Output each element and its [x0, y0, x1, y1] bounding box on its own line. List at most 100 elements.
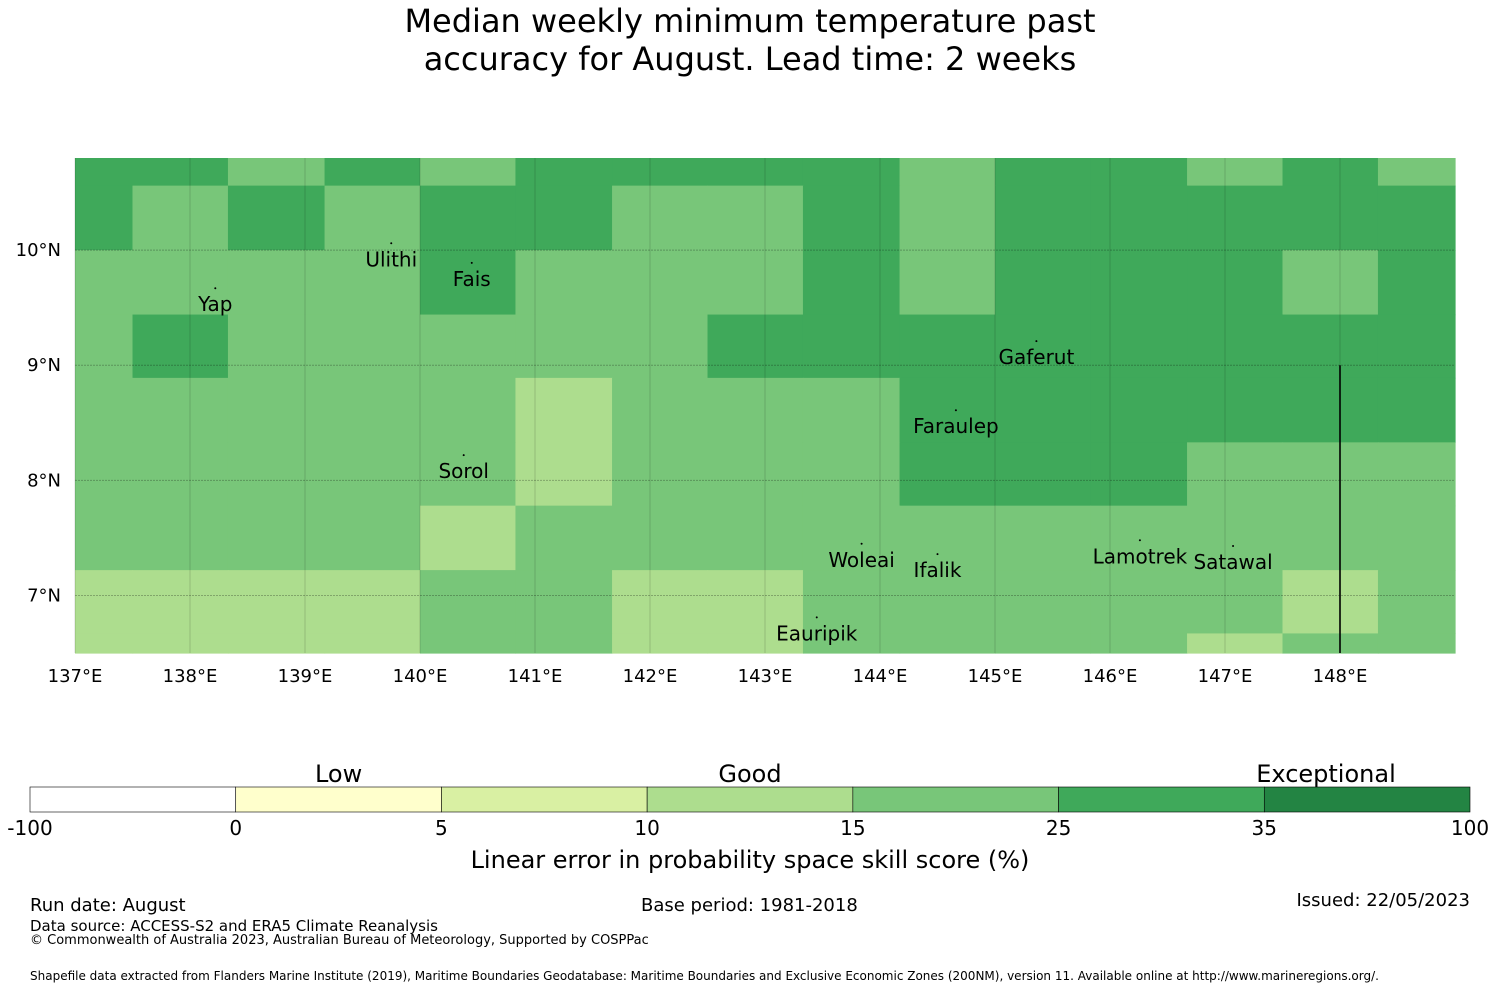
- grid-cell: [227, 442, 326, 507]
- grid-cell: [899, 570, 996, 635]
- grid-cell: [132, 314, 229, 379]
- colorbar-bin: [646, 786, 854, 813]
- grid-cell: [420, 314, 517, 379]
- colorbar-category-label: Exceptional: [1256, 760, 1396, 788]
- colorbar-tick-label: 5: [435, 816, 448, 840]
- colorbar-bin: [235, 786, 442, 813]
- grid-cell: [1090, 250, 1188, 316]
- grid-cell: [75, 377, 134, 443]
- grid-cell: [324, 377, 421, 443]
- grid-cell: [802, 442, 901, 507]
- grid-cell: [75, 570, 134, 635]
- grid-cell: [324, 570, 421, 635]
- grid-cell: [802, 570, 901, 635]
- place-label: Gaferut: [998, 345, 1074, 369]
- grid-cell: [612, 570, 709, 635]
- longitude-tick-label: 147°E: [1198, 666, 1253, 687]
- shapefile-credit: Shapefile data extracted from Flanders M…: [30, 969, 1379, 983]
- grid-cell: [75, 250, 134, 316]
- grid-cell: [1090, 158, 1188, 187]
- longitude-tick-label: 141°E: [508, 666, 563, 687]
- grid-cell: [227, 505, 326, 571]
- grid-cell: [420, 505, 517, 571]
- grid-cell: [612, 442, 709, 507]
- grid-cell: [1377, 377, 1456, 443]
- grid-cell: [899, 633, 996, 654]
- grid-cell: [899, 250, 996, 316]
- place-label: Yap: [197, 292, 232, 316]
- grid-cell: [1282, 250, 1379, 316]
- grid-cell: [1282, 633, 1379, 654]
- grid-cell: [324, 185, 421, 251]
- grid-cell: [515, 158, 613, 187]
- grid-cell: [899, 158, 996, 187]
- island-marker: [860, 542, 863, 545]
- grid-cell: [420, 158, 517, 187]
- grid-cell: [1187, 185, 1284, 251]
- grid-cell: [1377, 250, 1456, 316]
- grid-cell: [612, 185, 709, 251]
- grid-cell: [515, 633, 613, 654]
- grid-cell: [1377, 185, 1456, 251]
- grid-cell: [75, 505, 134, 571]
- grid-cell: [899, 377, 996, 443]
- grid-cell: [1282, 505, 1379, 571]
- colorbar-bin: [852, 786, 1059, 813]
- longitude-tick-label: 137°E: [48, 666, 103, 687]
- island-marker: [815, 616, 818, 619]
- grid-cell: [995, 633, 1092, 654]
- grid-cell: [1090, 185, 1188, 251]
- grid-cell: [75, 185, 134, 251]
- place-label: Ulithi: [365, 247, 417, 271]
- grid-cell: [324, 505, 421, 571]
- grid-cell: [1377, 505, 1456, 571]
- grid-cell: [515, 442, 613, 507]
- longitude-tick-label: 139°E: [278, 666, 333, 687]
- grid-cell: [132, 185, 229, 251]
- place-label: Lamotrek: [1093, 544, 1188, 568]
- place-label: Faraulep: [913, 414, 999, 438]
- grid-cell: [995, 250, 1092, 316]
- colorbar-category-label: Low: [315, 760, 362, 788]
- grid-cell: [1090, 377, 1188, 443]
- grid-cell: [707, 633, 804, 654]
- grid-cell: [1090, 570, 1188, 635]
- latitude-tick-labels: 10°N 9°N 8°N 7°N: [16, 240, 61, 606]
- grid-cell: [707, 185, 804, 251]
- skill-grid: [75, 158, 1456, 654]
- colorbar-tick-label: 100: [1451, 816, 1489, 840]
- grid-cell: [802, 158, 901, 187]
- grid-cell: [420, 185, 517, 251]
- grid-cell: [802, 314, 901, 379]
- grid-cell: [1090, 505, 1188, 571]
- grid-cell: [707, 250, 804, 316]
- grid-cell: [75, 158, 134, 187]
- place-labels: Ulithi Fais Yap Gaferut Faraulep Sorol Woleai I…: [197, 242, 1273, 645]
- grid-cell: [75, 314, 134, 379]
- grid-cell: [995, 442, 1092, 507]
- grid-cell: [612, 250, 709, 316]
- grid-cell: [324, 314, 421, 379]
- grid-cell: [420, 633, 517, 654]
- grid-cell: [1090, 314, 1188, 379]
- grid-cell: [1377, 442, 1456, 507]
- grid-cell: [899, 442, 996, 507]
- grid-cell: [324, 442, 421, 507]
- grid-cell: [1377, 314, 1456, 379]
- colorbar-tick-label: 25: [1046, 816, 1071, 840]
- longitude-tick-label: 148°E: [1313, 666, 1368, 687]
- grid-cell: [515, 314, 613, 379]
- chart-title-line-1: Median weekly minimum temperature past: [404, 2, 1096, 40]
- grid-cell: [420, 250, 517, 316]
- place-label: Ifalik: [914, 558, 962, 582]
- grid-cell: [324, 250, 421, 316]
- grid-cell: [995, 377, 1092, 443]
- latitude-tick-label: 8°N: [27, 470, 61, 491]
- longitude-tick-label: 146°E: [1083, 666, 1138, 687]
- grid-cell: [899, 314, 996, 379]
- grid-cell: [707, 158, 804, 187]
- island-marker: [1232, 545, 1235, 548]
- chart-title: Median weekly minimum temperature past a…: [0, 2, 1500, 78]
- grid-cell: [1377, 158, 1456, 187]
- grid-cell: [802, 505, 901, 571]
